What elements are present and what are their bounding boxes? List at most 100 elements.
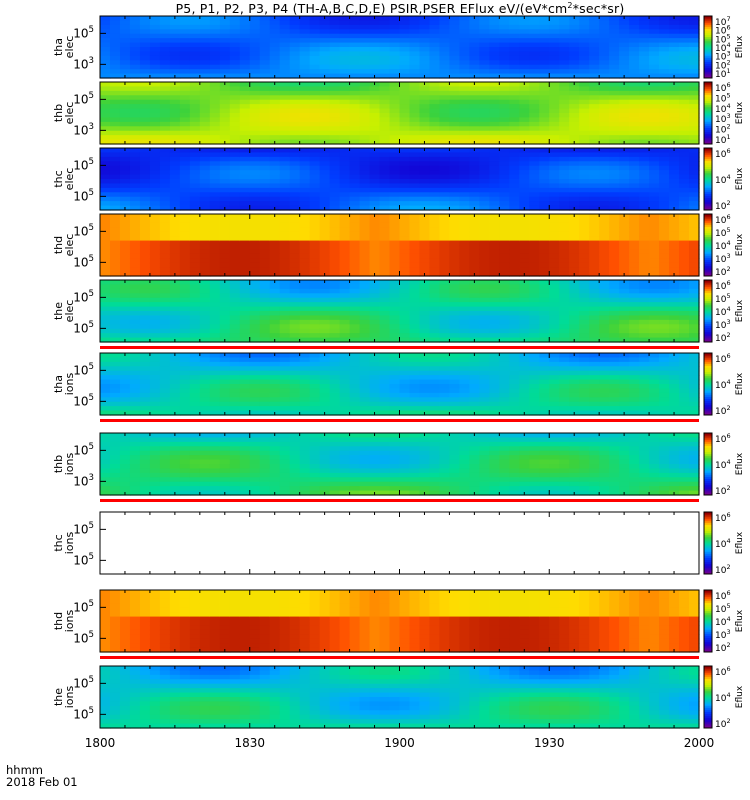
heatmap-cell [619,311,630,317]
heatmap-cell [579,86,590,92]
heatmap-cell [649,306,660,312]
heatmap-cell [129,196,141,202]
heatmap-cell [129,370,141,376]
heatmap-cell [159,86,171,92]
heatmap-cell [599,315,610,321]
heatmap-cell [639,135,650,141]
heatmap-cell [109,315,121,321]
heatmap-cell [149,375,161,381]
heatmap-cell [649,280,660,286]
heatmap-cell [309,249,321,255]
heatmap-cell [529,192,540,198]
heatmap-cell [159,284,171,290]
heatmap-cell [629,55,640,61]
heatmap-cell [539,236,550,242]
heatmap-cell [229,104,241,110]
heatmap-cell [139,401,151,407]
heatmap-cell [589,196,600,202]
heatmap-cell [249,130,261,136]
heatmap-cell [199,55,211,61]
heatmap-cell [159,187,171,193]
heatmap-cell [279,16,291,22]
heatmap-cell [289,148,301,154]
heatmap-cell [459,293,470,299]
heatmap-cell [359,33,371,39]
heatmap-cell [599,253,610,259]
heatmap-cell [289,284,301,290]
heatmap-cell [299,214,311,220]
heatmap-cell [449,196,460,202]
heatmap-cell [100,179,111,185]
heatmap-cell [239,231,251,237]
heatmap-cell [519,333,530,339]
heatmap-cell [199,324,211,330]
heatmap-cell [329,113,341,119]
heatmap-cell [679,253,690,259]
heatmap-cell [519,20,530,26]
heatmap-cell [399,271,411,277]
heatmap-cell [629,183,640,189]
heatmap-cell [149,288,161,294]
heatmap-cell [489,86,500,92]
heatmap-cell [599,64,610,70]
heatmap-cell [429,240,441,246]
heatmap-cell [339,117,351,123]
heatmap-cell [619,174,630,180]
heatmap-cell [539,174,550,180]
heatmap-cell [359,201,371,207]
heatmap-cell [579,174,590,180]
heatmap-cell [669,333,680,339]
heatmap-cell [409,121,421,127]
heatmap-cell [359,38,371,44]
heatmap-cell [349,370,361,376]
heatmap-cell [359,315,371,321]
heatmap-cell [189,135,201,141]
heatmap-cell [129,90,141,96]
heatmap-cell [259,379,271,385]
heatmap-cell [319,392,331,398]
heatmap-cell [359,288,371,294]
heatmap-cell [199,302,211,308]
heatmap-cell [199,284,211,290]
heatmap-cell [579,179,590,185]
heatmap-cell [149,86,161,92]
heatmap-cell [629,29,640,35]
heatmap-cell [399,130,411,136]
heatmap-cell [249,156,261,162]
heatmap-cell [379,297,391,303]
heatmap-cell [359,135,371,141]
heatmap-cell [649,42,660,48]
heatmap-cell [189,196,201,202]
heatmap-cell [449,179,460,185]
heatmap-cell [639,311,650,317]
heatmap-cell [159,170,171,176]
heatmap-cell [409,196,421,202]
heatmap-cell [629,267,640,273]
heatmap-cell [439,86,451,92]
heatmap-cell [149,99,161,105]
heatmap-cell [109,240,121,246]
heatmap-cell [559,16,570,22]
heatmap-cell [439,297,451,303]
heatmap-cell [279,401,291,407]
heatmap-cell [459,33,470,39]
heatmap-cell [429,271,441,277]
heatmap-cell [469,99,480,105]
heatmap-cell [149,20,161,26]
heatmap-cell [509,55,520,61]
heatmap-cell [629,108,640,114]
heatmap-cell [679,196,690,202]
heatmap-cell [189,38,201,44]
heatmap-cell [379,384,391,390]
heatmap-cell [279,33,291,39]
heatmap-cell [619,288,630,294]
heatmap-cell [409,410,421,416]
heatmap-cell [659,90,670,96]
heatmap-cell [349,99,361,105]
heatmap-cell [299,38,311,44]
heatmap-cell [519,328,530,334]
heatmap-cell [639,319,650,325]
heatmap-cell [449,306,460,312]
heatmap-cell [159,69,171,75]
heatmap-cell [329,90,341,96]
